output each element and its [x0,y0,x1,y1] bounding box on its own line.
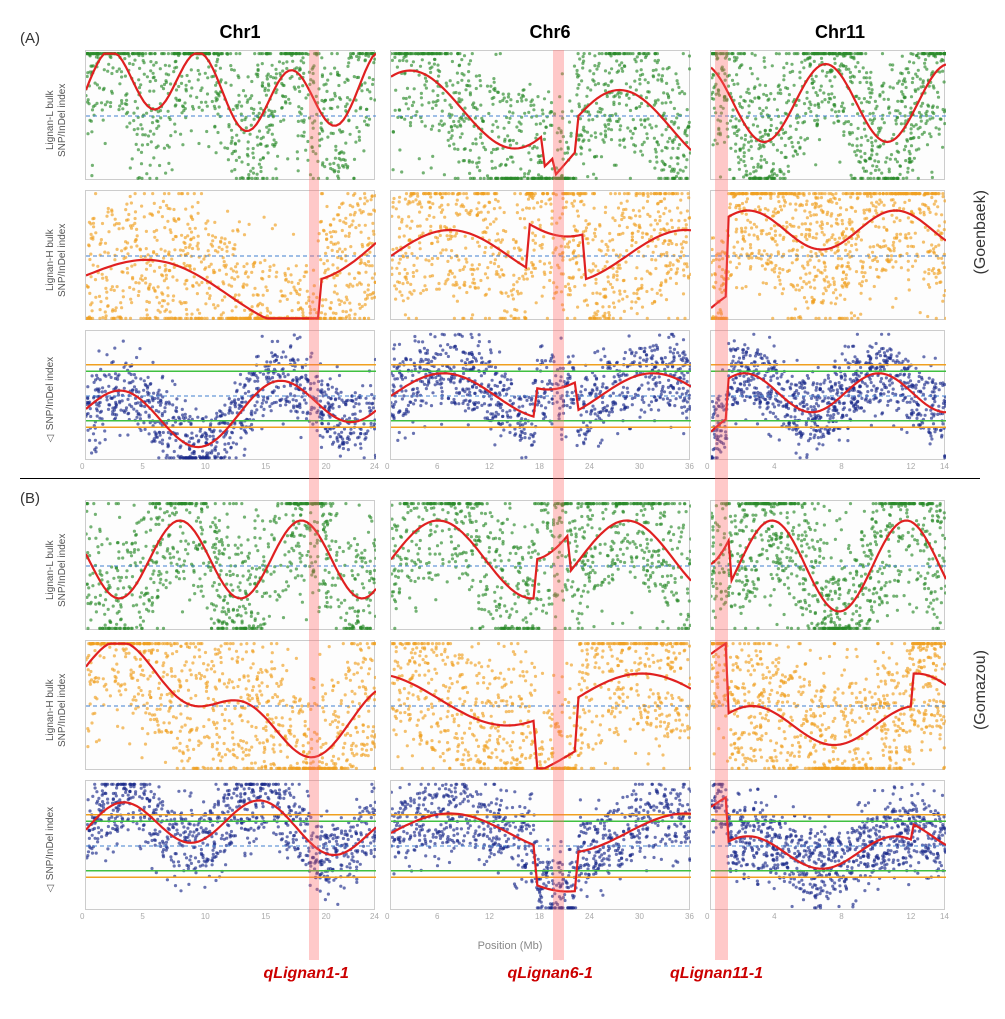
x-tick: 14 [940,912,949,921]
x-tick: 18 [535,462,544,471]
x-tick: 24 [370,912,379,921]
row-label: △ SNP/InDel index [45,795,57,905]
x-tick: 0 [705,912,709,921]
x-tick: 6 [435,462,439,471]
x-tick: 15 [261,912,270,921]
plot-cell [85,500,375,630]
row-label: Lignan-H bulkSNP/InDel index [45,655,69,765]
x-tick: 12 [906,462,915,471]
x-axis-label: Position (Mb) [450,940,570,952]
plot-cell [390,780,690,910]
row-label: △ SNP/InDel index [45,345,57,455]
plot-cell [390,500,690,630]
plot-cell [390,50,690,180]
plot-cell [390,640,690,770]
x-tick: 0 [80,462,84,471]
x-tick: 20 [322,912,331,921]
plot-cell [85,50,375,180]
x-tick: 10 [201,462,210,471]
x-tick: 8 [839,462,843,471]
qtl-label: qLignan1-1 [264,965,349,983]
x-tick: 12 [485,462,494,471]
x-tick: 15 [261,462,270,471]
row-label: Lignan-L bulkSNP/InDel index [45,65,69,175]
x-tick: 0 [385,462,389,471]
chr-header-1: Chr1 [180,22,300,43]
panel-divider [20,478,980,479]
chr-header-6: Chr6 [490,22,610,43]
x-tick: 24 [585,912,594,921]
panel-label-a: (A) [20,30,40,47]
x-tick: 5 [140,462,144,471]
x-tick: 30 [635,462,644,471]
x-tick: 0 [705,462,709,471]
side-label-b: (Gomazou) [972,650,990,730]
row-label: Lignan-L bulkSNP/InDel index [45,515,69,625]
figure-root: (A) (B) Chr1 Chr6 Chr11 (Goenbaek) (Goma… [10,10,995,1009]
x-tick: 5 [140,912,144,921]
chr-header-11: Chr11 [780,22,900,43]
x-tick: 20 [322,462,331,471]
plot-cell [85,190,375,320]
x-tick: 24 [370,462,379,471]
x-tick: 8 [839,912,843,921]
x-tick: 4 [772,912,776,921]
side-label-a: (Goenbaek) [972,190,990,275]
row-label: Lignan-H bulkSNP/InDel index [45,205,69,315]
x-tick: 36 [685,912,694,921]
x-tick: 10 [201,912,210,921]
qtl-label: qLignan6-1 [508,965,593,983]
plot-cell [710,330,945,460]
x-tick: 12 [485,912,494,921]
plot-cell [710,190,945,320]
plot-cell [710,50,945,180]
x-tick: 6 [435,912,439,921]
qtl-label: qLignan11-1 [670,965,763,983]
plot-cell [710,500,945,630]
x-tick: 30 [635,912,644,921]
plot-cell [85,330,375,460]
x-tick: 4 [772,462,776,471]
plot-cell [390,330,690,460]
x-tick: 0 [80,912,84,921]
x-tick: 0 [385,912,389,921]
plot-cell [85,780,375,910]
panel-label-b: (B) [20,490,40,507]
plot-cell [390,190,690,320]
x-tick: 12 [906,912,915,921]
x-tick: 24 [585,462,594,471]
plot-cell [710,780,945,910]
x-tick: 18 [535,912,544,921]
plot-cell [85,640,375,770]
x-tick: 36 [685,462,694,471]
plot-cell [710,640,945,770]
x-tick: 14 [940,462,949,471]
